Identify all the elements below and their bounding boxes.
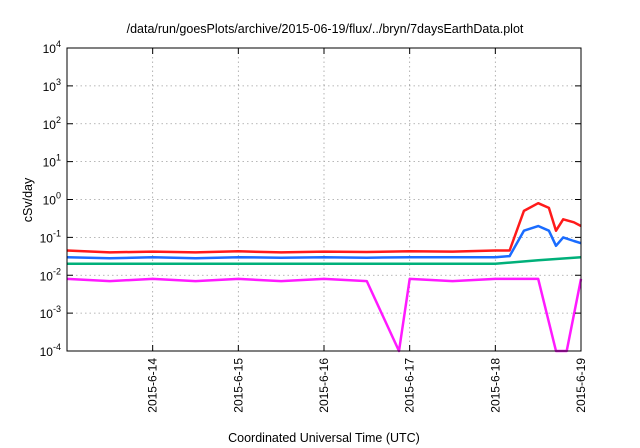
series-layer [66, 201, 583, 353]
y-tick-label: 10-4 [40, 342, 61, 359]
series-0-line [66, 201, 582, 254]
y-tick-label: 101 [43, 153, 61, 170]
x-tick-label: 2015-6-14 [146, 358, 160, 413]
x-tick-label: 2015-6-19 [574, 358, 588, 413]
y-tick-label: 102 [43, 115, 61, 132]
y-tick-label: 103 [43, 77, 61, 94]
grid [67, 48, 581, 351]
x-tick-label: 2015-6-15 [231, 358, 245, 413]
y-tick-label: 10-1 [40, 228, 61, 245]
series-2-line [67, 255, 582, 266]
y-tick-label: 10-3 [40, 304, 61, 321]
x-axis: 2015-6-14 2015-6-15 2015-6-16 2015-6-17 2015… [146, 48, 588, 413]
x-tick-label: 2015-6-16 [317, 358, 331, 413]
y-tick-label: 100 [43, 191, 61, 208]
x-tick-label: 2015-6-18 [488, 358, 502, 413]
series-1-line [66, 224, 582, 260]
x-tick-label: 2015-6-17 [403, 358, 417, 413]
chart-title: /data/run/goesPlots/archive/2015-06-19/f… [127, 22, 524, 36]
y-tick-label: 10-2 [40, 266, 61, 283]
y-axis: 10-4 10-3 10-2 10-1 100 101 102 103 104 [40, 39, 581, 359]
x-axis-title: Coordinated Universal Time (UTC) [228, 431, 420, 445]
y-axis-title: cSv/day [21, 177, 35, 222]
y-tick-label: 104 [43, 39, 61, 56]
series-3-line [66, 277, 583, 353]
